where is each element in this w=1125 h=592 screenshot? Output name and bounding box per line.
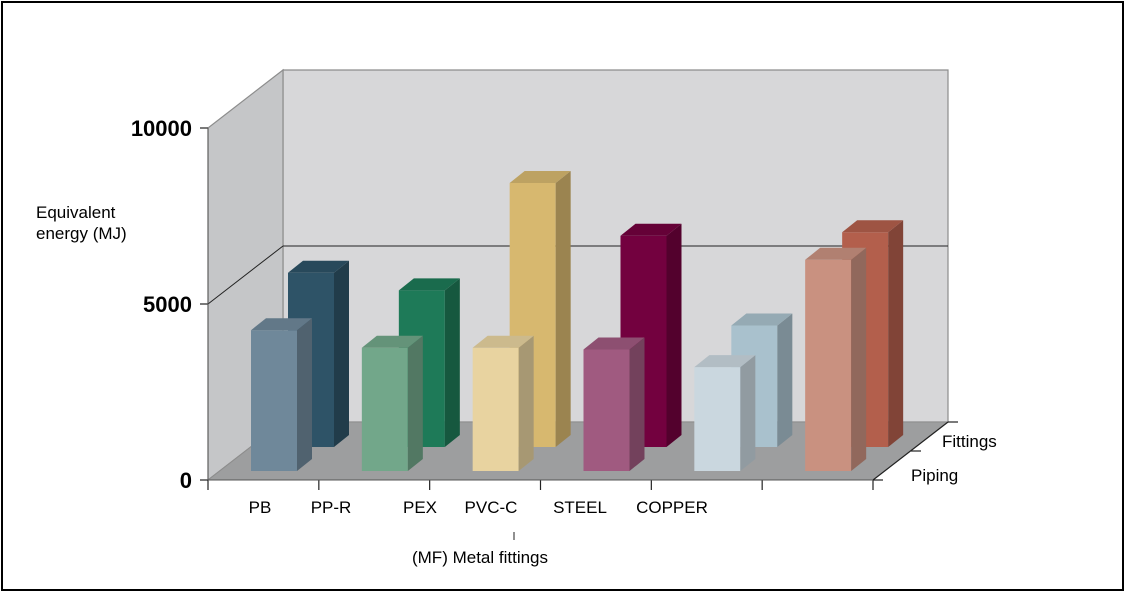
bar-chart-3d: 0 5000 10000 Equivalent energy (MJ) PB PP-R PEX… <box>3 3 1122 589</box>
fittings-bar-side <box>667 224 682 447</box>
y-axis-label: energy (MJ) <box>36 224 127 243</box>
x-category-label: PB <box>249 498 272 517</box>
piping-bar-front <box>362 348 408 471</box>
piping-bar-front <box>473 348 519 471</box>
piping-bar-front <box>251 330 297 471</box>
piping-bar-side <box>851 248 866 471</box>
fittings-bar-side <box>777 314 792 447</box>
fittings-bar-side <box>556 171 571 447</box>
annotation-label: (MF) Metal fittings <box>412 548 548 567</box>
piping-bar-front <box>584 350 630 471</box>
piping-bar-side <box>408 336 423 471</box>
piping-bar-front <box>805 260 851 471</box>
x-category-label: STEEL <box>553 498 607 517</box>
piping-bar-side <box>630 338 645 471</box>
x-category-label: PVC-C <box>465 498 518 517</box>
y-axis-label: Equivalent <box>36 203 116 222</box>
fittings-bar-side <box>334 261 349 447</box>
piping-bar-side <box>740 355 755 471</box>
fittings-bar-side <box>445 278 460 447</box>
y-tick-label: 0 <box>180 468 192 493</box>
fittings-bar-side <box>888 220 903 447</box>
y-tick-label: 10000 <box>131 116 192 141</box>
x-category-label: COPPER <box>636 498 708 517</box>
x-category-label: PP-R <box>311 498 352 517</box>
y-tick-label: 5000 <box>143 292 192 317</box>
depth-label-piping: Piping <box>911 466 958 485</box>
piping-bar-side <box>519 336 534 471</box>
depth-label-fittings: Fittings <box>942 432 997 451</box>
piping-bar-front <box>694 367 740 471</box>
piping-bar-side <box>297 318 312 471</box>
x-category-label: PEX <box>403 498 437 517</box>
